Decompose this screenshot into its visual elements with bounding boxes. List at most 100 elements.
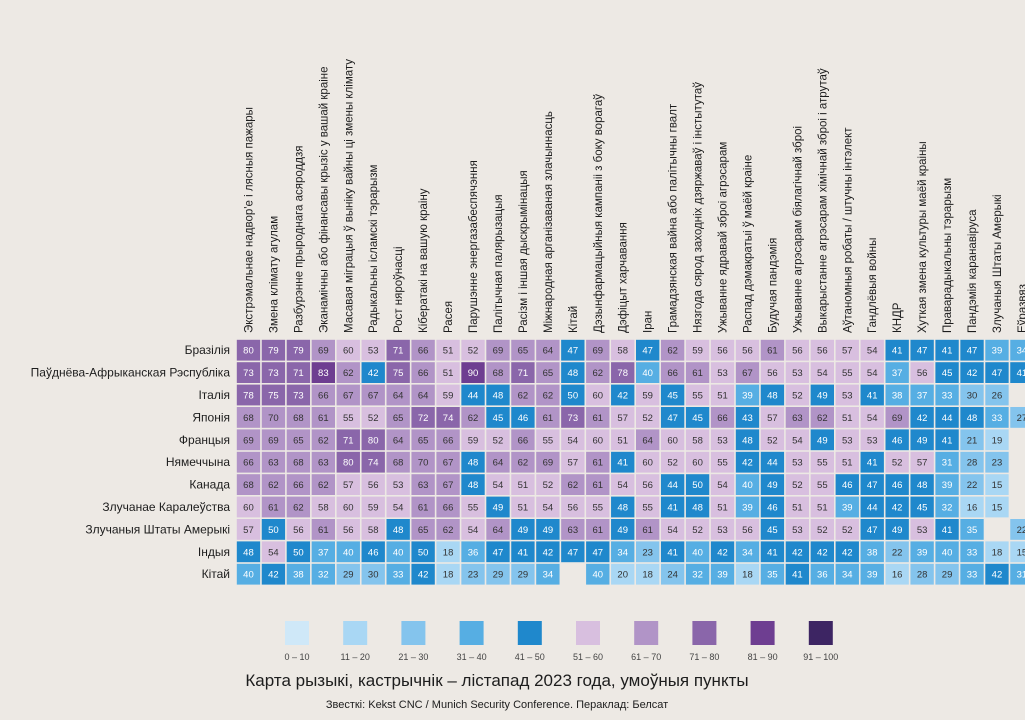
- cell-value: 34: [1017, 346, 1025, 357]
- cell-value: 62: [318, 435, 329, 446]
- heatmap-cell: [361, 429, 385, 451]
- cell-value: 56: [917, 368, 928, 379]
- heatmap-cell: [486, 563, 510, 585]
- cell-value: 47: [992, 368, 1003, 379]
- heatmap-cell: [835, 519, 859, 540]
- heatmap-cell: [935, 429, 959, 451]
- cell-value: 47: [568, 346, 579, 357]
- heatmap-cell: [236, 429, 261, 451]
- legend-swatch: [692, 621, 717, 645]
- heatmap-cell: [411, 541, 435, 563]
- cell-value: 47: [917, 346, 928, 357]
- row-label: Італія: [198, 388, 230, 402]
- heatmap-cell: [985, 339, 1009, 361]
- heatmap-cell: [960, 339, 984, 361]
- cell-value: 34: [543, 570, 554, 581]
- heatmap-cell: [885, 541, 909, 563]
- cell-value: 51: [617, 435, 628, 446]
- cell-value: 66: [667, 368, 678, 379]
- cell-value: 42: [842, 547, 853, 558]
- legend-label: 21 – 30: [398, 652, 428, 662]
- heatmap-cell: [461, 474, 485, 495]
- heatmap-cell: [361, 519, 385, 540]
- heatmap-cell: [486, 407, 510, 428]
- cell-value: 37: [917, 391, 928, 402]
- heatmap-cell: [835, 563, 859, 585]
- cell-value: 52: [892, 458, 903, 469]
- cell-value: 21: [967, 435, 978, 446]
- cell-value: 67: [443, 480, 454, 491]
- cell-value: 74: [443, 413, 454, 424]
- heatmap-cell: [885, 519, 909, 540]
- cell-value: 60: [642, 458, 653, 469]
- heatmap-cell: [960, 541, 984, 563]
- heatmap-cell: [860, 362, 884, 383]
- heatmap-cell: [286, 407, 311, 428]
- cell-value: 41: [942, 525, 953, 536]
- cell-value: 48: [967, 413, 978, 424]
- heatmap-cell: [561, 496, 585, 518]
- heatmap-cell: [261, 451, 286, 473]
- heatmap-cell: [411, 496, 435, 518]
- heatmap-cell: [960, 496, 984, 518]
- heatmap-cell: [710, 474, 735, 495]
- cell-value: 39: [917, 547, 928, 558]
- heatmap-cell: [1010, 563, 1025, 585]
- heatmap-cell: [286, 429, 311, 451]
- heatmap-cell: [810, 407, 834, 428]
- cell-value: 46: [842, 480, 853, 491]
- cell-value: 42: [368, 368, 379, 379]
- cell-value: 55: [717, 458, 728, 469]
- heatmap-cell: [536, 339, 560, 361]
- heatmap-cell: [985, 451, 1009, 473]
- cell-value: 68: [243, 413, 254, 424]
- heatmap-cell: [1010, 429, 1025, 450]
- heatmap-cell: [236, 474, 261, 495]
- heatmap-cell: [710, 496, 735, 518]
- heatmap-cell: [511, 407, 535, 428]
- cell-value: 64: [493, 458, 504, 469]
- cell-value: 65: [293, 435, 304, 446]
- legend-swatch: [343, 621, 368, 645]
- cell-value: 73: [568, 413, 579, 424]
- legend-label: 91 – 100: [803, 652, 838, 662]
- cell-value: 41: [792, 570, 803, 581]
- heatmap-cell: [561, 384, 585, 406]
- heatmap-cell: [561, 429, 585, 451]
- heatmap-cell: [810, 474, 834, 495]
- heatmap-cell: [261, 496, 286, 518]
- heatmap-cell: [461, 451, 485, 473]
- cell-value: 24: [667, 570, 678, 581]
- heatmap-cell: [436, 407, 460, 428]
- heatmap-cell: [636, 519, 660, 540]
- cell-value: 61: [642, 525, 653, 536]
- heatmap-cell: [685, 563, 710, 585]
- cell-value: 41: [518, 547, 529, 558]
- column-label: КНДР: [892, 302, 904, 333]
- heatmap-cell: [511, 541, 535, 563]
- cell-value: 18: [992, 547, 1003, 558]
- heatmap-cell: [935, 519, 959, 540]
- heatmap-cell: [536, 429, 560, 451]
- heatmap-cell: [810, 541, 834, 563]
- cell-value: 41: [617, 458, 628, 469]
- legend-label: 31 – 40: [457, 652, 487, 662]
- cell-value: 67: [443, 458, 454, 469]
- heatmap-cell: [461, 384, 485, 406]
- cell-value: 63: [792, 413, 803, 424]
- heatmap-cell: [311, 451, 335, 473]
- heatmap-cell: [985, 384, 1009, 406]
- heatmap-cell: [361, 339, 385, 361]
- heatmap-cell: [760, 474, 785, 495]
- heatmap-cell: [760, 339, 785, 361]
- column-label: Эканамічны або фінансавы крызіс у вашай …: [318, 66, 330, 333]
- cell-value: 62: [592, 368, 603, 379]
- cell-value: 45: [667, 391, 678, 402]
- cell-value: 61: [268, 503, 279, 514]
- cell-value: 61: [592, 458, 603, 469]
- cell-value: 60: [343, 346, 354, 357]
- cell-value: 53: [867, 435, 878, 446]
- cell-value: 65: [393, 413, 404, 424]
- cell-value: 41: [767, 547, 778, 558]
- cell-value: 57: [917, 458, 928, 469]
